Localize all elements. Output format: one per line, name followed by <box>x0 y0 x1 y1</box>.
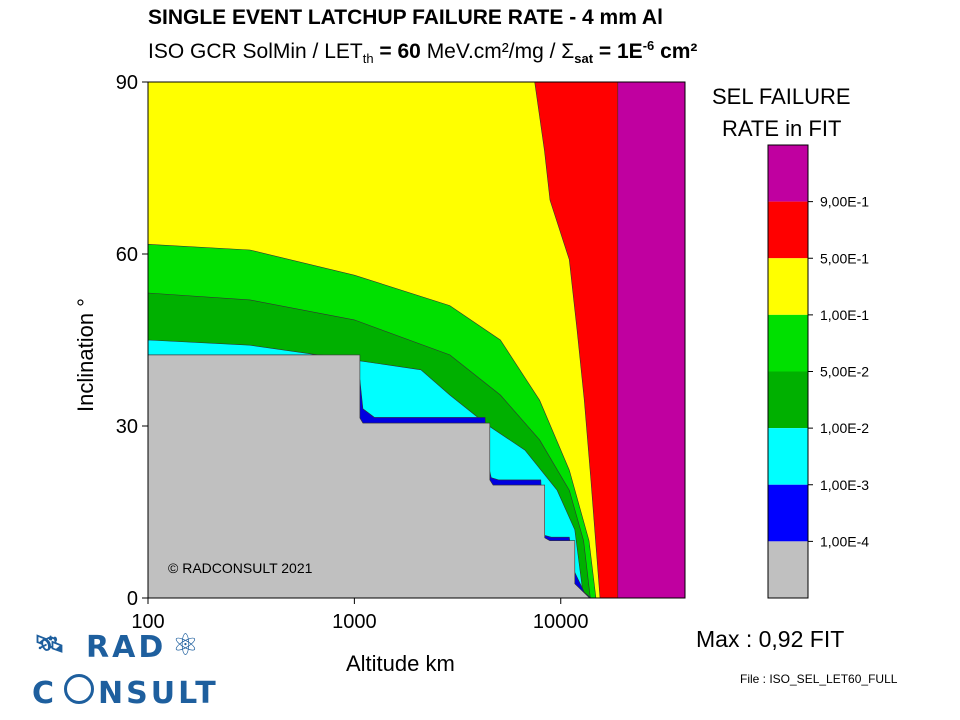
colorbar-band <box>768 258 808 315</box>
colorbar-band <box>768 484 808 542</box>
colorbar-label: 1,00E-3 <box>820 477 869 493</box>
subtitle-sat: = 1E <box>593 40 643 63</box>
max-label: Max : 0,92 FIT <box>696 626 845 652</box>
colorbar-band <box>768 314 808 372</box>
subtitle-sub: th <box>362 51 374 67</box>
logo-nsult: NSULT <box>98 676 219 711</box>
y-tick-label: 90 <box>116 72 138 94</box>
y-tick-label: 30 <box>116 416 138 438</box>
subtitle-eq: = <box>373 40 398 63</box>
colorbar-label: 1,00E-2 <box>820 420 869 436</box>
colorbar-label: 1,00E-1 <box>820 307 869 323</box>
chart-subtitle: ISO GCR SolMin / LETth = 60 MeV.cm²/mg /… <box>148 38 697 66</box>
globe-icon <box>64 674 94 704</box>
colorbar-label: 9,00E-1 <box>820 194 869 210</box>
subtitle-sup: -6 <box>642 38 655 53</box>
colorbar-label: 1,00E-4 <box>820 533 869 549</box>
copyright: © RADCONSULT 2021 <box>168 560 313 576</box>
subtitle-units: MeV.cm²/mg / <box>420 40 562 63</box>
colorbar-band <box>768 428 808 485</box>
subtitle-text: ISO GCR SolMin / LET <box>148 40 363 63</box>
logo-c: C <box>32 676 58 711</box>
subtitle-sub2: sat <box>574 51 594 67</box>
subtitle-sigma: Σ <box>561 40 575 63</box>
logo-rad: RAD <box>86 630 167 665</box>
y-axis-label: Inclination ° <box>73 298 98 412</box>
file-label: File : ISO_SEL_LET60_FULL <box>740 672 898 686</box>
colorbar-label: 5,00E-1 <box>820 250 869 266</box>
legend-title-1: SEL FAILURE <box>712 84 851 109</box>
x-tick-label: 1000 <box>332 611 377 633</box>
chart-title: SINGLE EVENT LATCHUP FAILURE RATE - 4 mm… <box>148 6 663 29</box>
colorbar-band <box>768 371 808 429</box>
colorbar-band <box>768 145 808 202</box>
subtitle-let: 60 <box>397 40 421 63</box>
region-gray <box>147 354 591 599</box>
colorbar-label: 5,00E-2 <box>820 364 869 380</box>
subtitle-cm2: cm² <box>654 40 698 63</box>
colorbar-band <box>768 541 808 598</box>
x-tick-label: 10000 <box>533 611 589 633</box>
y-tick-label: 0 <box>127 588 138 610</box>
atom-icon: ⚛ <box>172 628 202 663</box>
y-tick-label: 60 <box>116 244 138 266</box>
satellite-icon: 🛰 <box>34 630 68 658</box>
legend-title-2: RATE in FIT <box>722 116 842 141</box>
x-tick-label: 100 <box>131 611 164 633</box>
plot-frame <box>147 81 686 599</box>
x-axis-label: Altitude km <box>346 651 455 676</box>
colorbar-band <box>768 201 808 259</box>
